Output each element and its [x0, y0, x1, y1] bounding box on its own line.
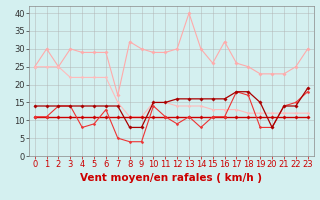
X-axis label: Vent moyen/en rafales ( km/h ): Vent moyen/en rafales ( km/h ) — [80, 173, 262, 183]
